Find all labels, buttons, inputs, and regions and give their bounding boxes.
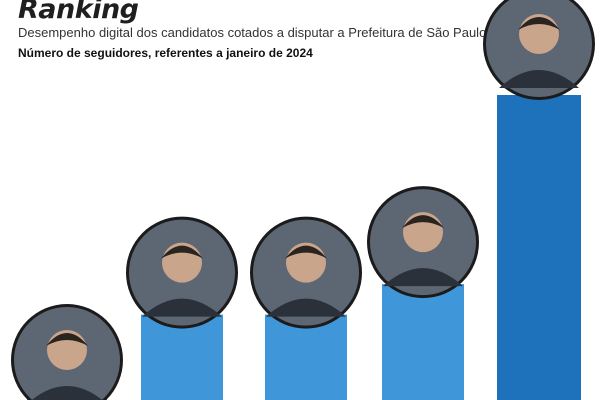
bar-2 xyxy=(141,314,223,400)
candidate-photo-icon xyxy=(126,216,238,329)
chart-note: Número de seguidores, referentes a janei… xyxy=(18,46,313,60)
candidate-photo-icon xyxy=(250,216,362,329)
bar-5 xyxy=(497,95,581,400)
candidate-photo-icon xyxy=(11,304,123,400)
bar-3 xyxy=(265,314,347,400)
candidate-photo-icon xyxy=(367,186,479,299)
chart-title: Ranking xyxy=(18,0,139,25)
chart-subtitle: Desempenho digital dos candidatos cotado… xyxy=(18,25,487,40)
candidate-photo-icon xyxy=(483,0,595,100)
bar-4 xyxy=(382,284,464,400)
